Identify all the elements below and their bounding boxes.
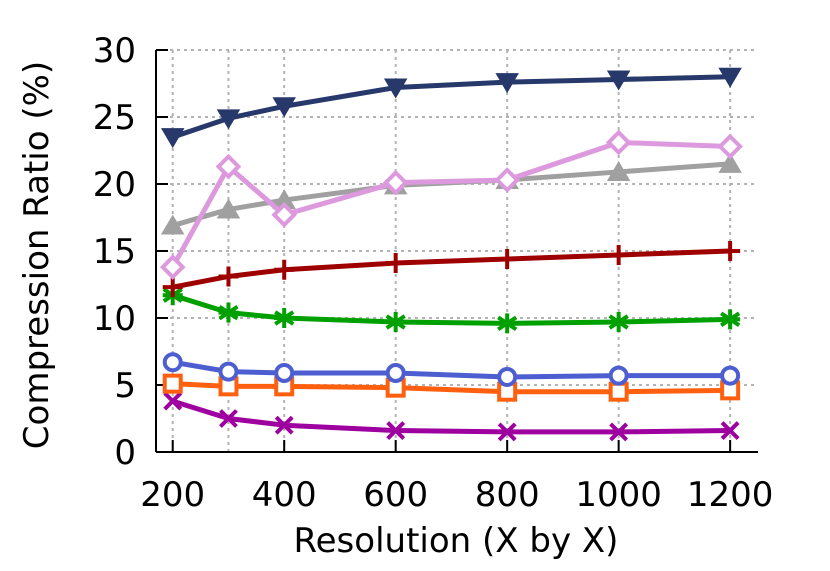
data-point [497,422,517,442]
data-point [605,129,632,156]
data-point [608,381,629,402]
data-point [162,352,183,373]
data-point [274,415,294,435]
series-circle [162,352,741,387]
series-line [172,161,731,228]
data-point [606,160,631,181]
data-point [606,70,631,91]
data-point [385,362,406,383]
data-point [160,214,185,235]
data-point [720,365,741,386]
y-tick-label: 5 [114,366,136,406]
data-point [382,169,409,196]
data-point [385,312,406,333]
y-tick-label: 0 [114,433,136,473]
data-point [383,78,408,99]
data-point [160,128,185,149]
data-point [272,97,296,118]
data-point [720,421,740,440]
data-point [274,362,295,383]
series-triangle-up [160,152,742,235]
tick-labels: 0 5 10 15 20 25 30 200 400 600 800 1000 1200 [93,31,774,515]
data-point [718,152,742,173]
data-point [274,259,295,280]
data-point [162,277,183,298]
data-point [215,153,242,180]
series-line [171,292,731,326]
series-triangle-down [160,67,742,149]
series-x [163,391,740,442]
axes [155,49,758,453]
series-line [172,359,731,380]
y-axis-label: Compression Ratio (%) [17,61,57,449]
series-square [162,373,741,402]
x-tick-label: 1000 [575,475,662,515]
x-tick-label: 800 [475,475,540,515]
series-asterisk [162,285,741,334]
x-tick-label: 600 [363,475,428,515]
data-point [385,253,406,274]
series-layer [159,67,743,442]
series-diamond [159,129,743,280]
series-line [172,248,731,290]
data-point [163,391,183,411]
data-point [162,373,183,394]
data-point [497,366,518,387]
y-tick-label: 20 [93,165,136,205]
data-point [608,365,629,386]
y-tick-label: 25 [93,98,136,138]
y-tick-label: 30 [93,31,136,71]
data-point [608,312,629,333]
data-point [218,361,239,382]
data-point [497,313,518,334]
data-point [271,201,298,228]
x-tick-label: 200 [140,475,205,515]
data-point [609,422,629,442]
data-point [718,67,742,88]
x-tick-label: 1200 [687,475,774,515]
series-plus [162,241,741,298]
data-point [216,198,241,219]
x-axis-label: Resolution (X by X) [294,521,619,561]
data-point [608,245,629,266]
data-point [494,167,520,193]
data-point [218,266,239,287]
y-tick-label: 15 [93,232,136,272]
data-point [386,421,406,440]
data-point [218,302,239,323]
data-point [495,73,519,94]
series-line [171,398,731,435]
series-line [171,74,731,140]
y-tick-label: 10 [93,299,136,339]
data-point [497,249,518,270]
data-point [720,241,741,261]
data-point [720,309,741,330]
x-tick-label: 400 [252,475,317,515]
data-point [717,133,743,160]
data-point [159,254,186,280]
data-point [219,409,238,428]
data-point [216,109,241,130]
data-point [274,308,295,328]
